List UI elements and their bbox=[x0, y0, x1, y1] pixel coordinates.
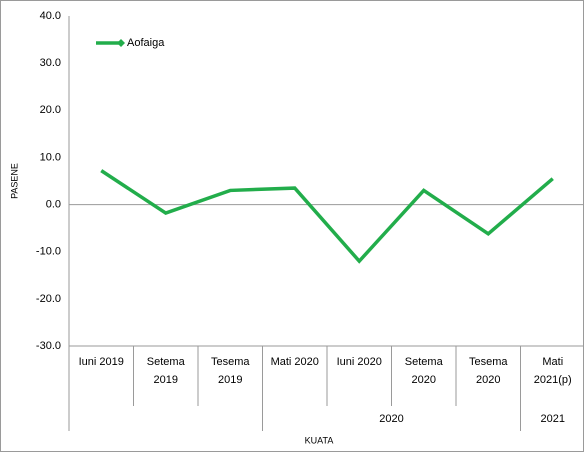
y-axis-label: PASENE bbox=[9, 163, 19, 199]
y-tick-label: -30.0 bbox=[36, 340, 61, 352]
series-line bbox=[100, 169, 554, 264]
y-tick-label: 30.0 bbox=[40, 57, 61, 69]
x-tick-label: Mati 2021(p) bbox=[533, 356, 572, 386]
y-tick-label: 20.0 bbox=[40, 104, 61, 116]
legend-label: Aofaiga bbox=[127, 37, 165, 49]
y-tick-label: -20.0 bbox=[36, 293, 61, 305]
x-tick-label: Setema 2019 bbox=[146, 356, 185, 386]
y-tick-label: 40.0 bbox=[40, 10, 61, 22]
x-tick-label: Iuni 2019 bbox=[78, 356, 124, 368]
group-label: 2020 bbox=[379, 413, 403, 425]
x-tick-label: Tesema 2019 bbox=[210, 356, 250, 386]
y-tick-label: 10.0 bbox=[40, 151, 61, 163]
x-tick-label: Setema 2020 bbox=[404, 356, 443, 386]
x-tick-label: Mati 2020 bbox=[270, 356, 319, 368]
y-tick-label: 0.0 bbox=[46, 198, 61, 210]
legend-marker bbox=[117, 39, 125, 47]
group-label: 2021 bbox=[541, 413, 565, 425]
y-tick-label: -10.0 bbox=[36, 246, 61, 258]
x-axis-label: KUATA bbox=[305, 435, 334, 445]
x-tick-label: Iuni 2020 bbox=[336, 356, 382, 368]
x-tick-label: Tesema 2020 bbox=[468, 356, 508, 386]
